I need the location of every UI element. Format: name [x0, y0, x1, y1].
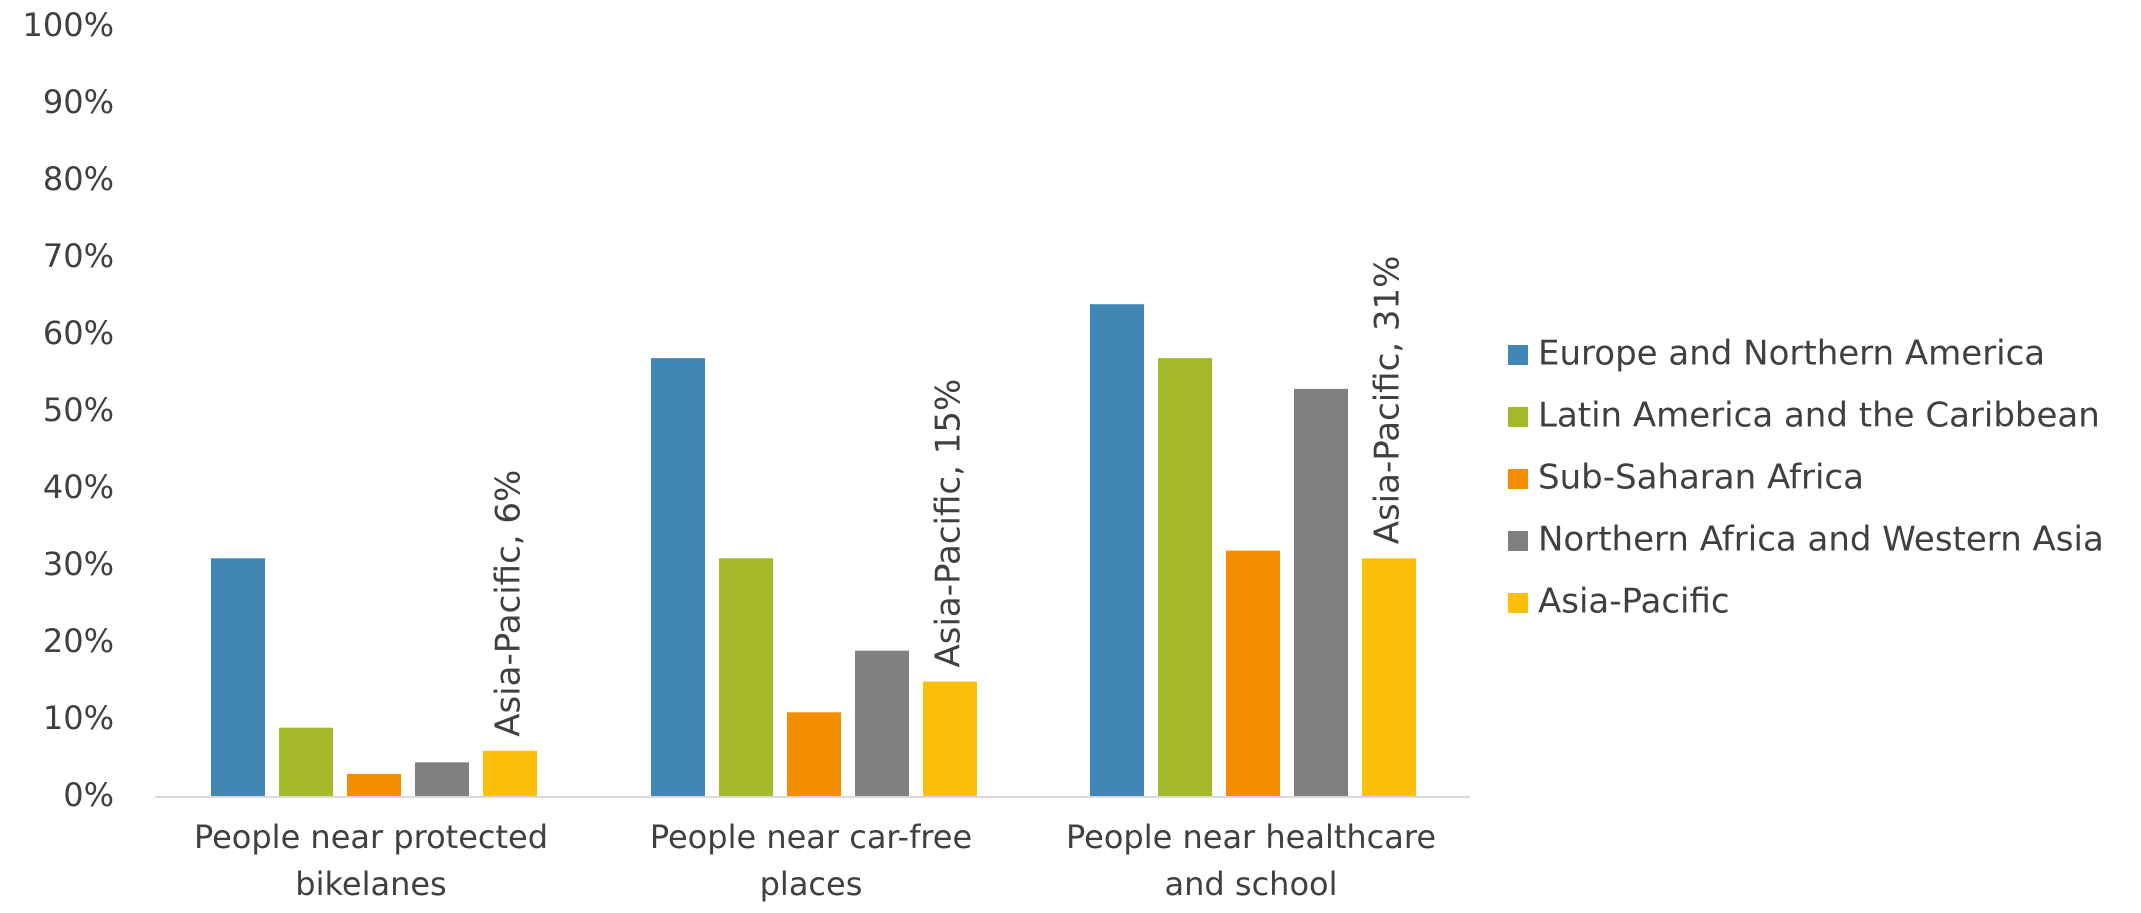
- bar-1-2: [1158, 358, 1212, 797]
- bar-4-0: [483, 750, 537, 797]
- y-tick-label: 90%: [43, 83, 114, 121]
- category-label: People near protected: [194, 818, 548, 856]
- y-axis: 0% 10% 20% 30% 40% 50% 60% 70% 80% 90% 100%: [23, 6, 114, 814]
- category-label: and school: [1165, 865, 1338, 903]
- legend-label: Sub-Saharan Africa: [1538, 458, 1864, 498]
- legend-label: Europe and Northern America: [1538, 334, 2045, 374]
- bar-2-1: [787, 712, 841, 797]
- legend: Europe and Northern America Latin America…: [1508, 334, 2104, 622]
- bar-1-1: [719, 558, 773, 797]
- legend-swatch: [1508, 407, 1528, 427]
- y-tick-label: 40%: [43, 468, 114, 506]
- bar-4-2: [1362, 558, 1416, 797]
- category-label: bikelanes: [295, 865, 446, 903]
- data-label: Asia-Pacific, 6%: [489, 470, 529, 737]
- category-label: People near car-free: [650, 818, 972, 856]
- legend-swatch: [1508, 469, 1528, 489]
- y-tick-label: 20%: [43, 622, 114, 660]
- bar-0-2: [1090, 304, 1144, 797]
- data-label: Asia-Pacific, 15%: [929, 379, 969, 668]
- bar-2-0: [347, 773, 401, 797]
- bar-0-1: [651, 358, 705, 797]
- category-label: places: [760, 865, 863, 903]
- legend-swatch: [1508, 593, 1528, 613]
- x-axis: People near protected bikelanes People nea…: [194, 818, 1436, 903]
- data-labels: Asia-Pacific, 6% Asia-Pacific, 15% Asia-Pa…: [489, 256, 1408, 737]
- bar-0-0: [211, 558, 265, 797]
- y-tick-label: 60%: [43, 314, 114, 352]
- y-tick-label: 100%: [23, 6, 114, 44]
- legend-label: Latin America and the Caribbean: [1538, 396, 2100, 436]
- legend-swatch: [1508, 531, 1528, 551]
- bar-3-2: [1294, 388, 1348, 797]
- y-tick-label: 80%: [43, 160, 114, 198]
- y-tick-label: 30%: [43, 545, 114, 583]
- y-tick-label: 10%: [43, 699, 114, 737]
- legend-label: Northern Africa and Western Asia: [1538, 520, 2104, 560]
- bar-3-1: [855, 650, 909, 797]
- bar-4-1: [923, 681, 977, 797]
- data-label: Asia-Pacific, 31%: [1368, 256, 1408, 545]
- bar-3-0: [415, 762, 469, 797]
- y-tick-label: 0%: [63, 776, 114, 814]
- y-tick-label: 50%: [43, 391, 114, 429]
- bars: [211, 304, 1416, 797]
- category-label: People near healthcare: [1066, 818, 1436, 856]
- bar-1-0: [279, 727, 333, 797]
- y-tick-label: 70%: [43, 237, 114, 275]
- legend-swatch: [1508, 345, 1528, 365]
- bar-2-2: [1226, 550, 1280, 797]
- legend-label: Asia-Pacific: [1538, 582, 1730, 622]
